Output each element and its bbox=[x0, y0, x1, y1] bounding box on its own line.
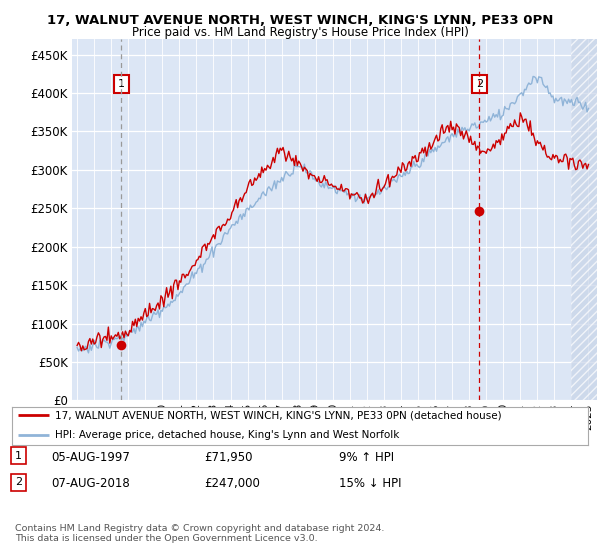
Text: £247,000: £247,000 bbox=[204, 477, 260, 490]
Bar bbox=[571, 16, 600, 400]
Text: 15% ↓ HPI: 15% ↓ HPI bbox=[339, 477, 401, 490]
Text: 2: 2 bbox=[15, 477, 22, 487]
Text: 17, WALNUT AVENUE NORTH, WEST WINCH, KING'S LYNN, PE33 0PN (detached house): 17, WALNUT AVENUE NORTH, WEST WINCH, KIN… bbox=[55, 410, 502, 421]
Text: £71,950: £71,950 bbox=[204, 451, 253, 464]
Text: HPI: Average price, detached house, King's Lynn and West Norfolk: HPI: Average price, detached house, King… bbox=[55, 430, 400, 440]
Text: Price paid vs. HM Land Registry's House Price Index (HPI): Price paid vs. HM Land Registry's House … bbox=[131, 26, 469, 39]
Text: 9% ↑ HPI: 9% ↑ HPI bbox=[339, 451, 394, 464]
Text: 1: 1 bbox=[15, 451, 22, 461]
Text: 2: 2 bbox=[476, 80, 483, 90]
Text: 07-AUG-2018: 07-AUG-2018 bbox=[51, 477, 130, 490]
Text: 17, WALNUT AVENUE NORTH, WEST WINCH, KING'S LYNN, PE33 0PN: 17, WALNUT AVENUE NORTH, WEST WINCH, KIN… bbox=[47, 14, 553, 27]
Text: 05-AUG-1997: 05-AUG-1997 bbox=[51, 451, 130, 464]
Text: 1: 1 bbox=[118, 80, 125, 90]
Text: Contains HM Land Registry data © Crown copyright and database right 2024.
This d: Contains HM Land Registry data © Crown c… bbox=[15, 524, 385, 543]
